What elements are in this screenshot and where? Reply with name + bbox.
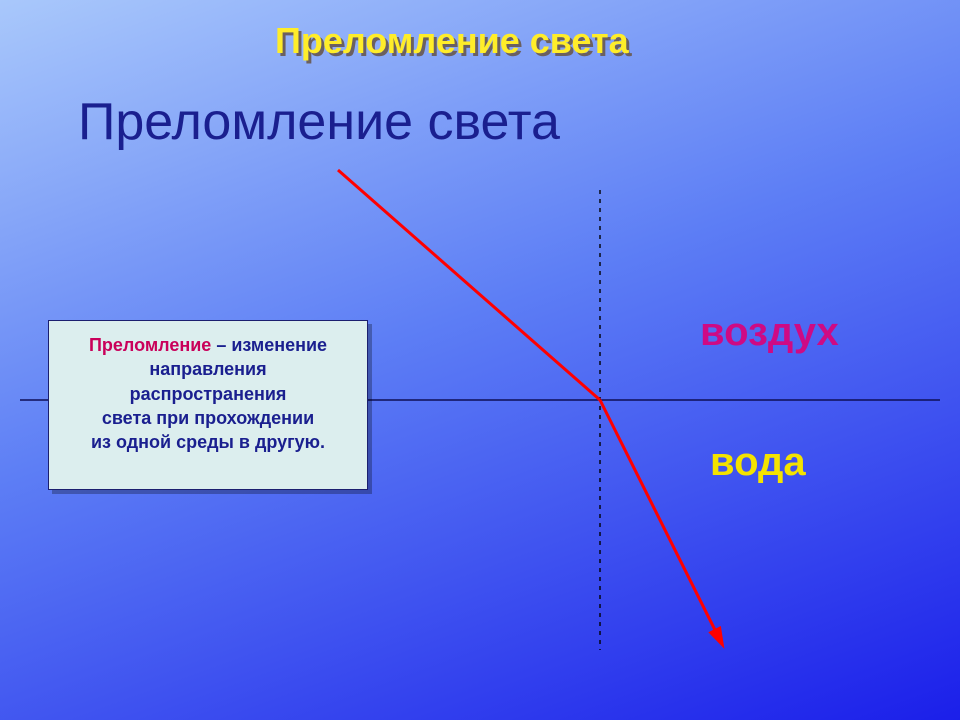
- incident-ray: [338, 170, 600, 400]
- definition-box: Преломление – изменение направления расп…: [48, 320, 368, 490]
- label-air: воздух: [700, 310, 839, 355]
- definition-line: изменение: [231, 335, 327, 355]
- definition-line: из одной среды в другую.: [91, 432, 325, 452]
- slide-title-small: Преломление света: [275, 20, 629, 62]
- definition-term: Преломление: [89, 335, 211, 355]
- slide-canvas: Преломление света Преломление света Прел…: [0, 0, 960, 720]
- definition-dash: –: [211, 335, 231, 355]
- slide-title-large: Преломление света: [78, 92, 560, 152]
- definition-line: света при прохождении: [102, 408, 314, 428]
- label-water: вода: [710, 440, 806, 485]
- refracted-ray: [600, 400, 720, 640]
- definition-line: распространения: [130, 384, 287, 404]
- definition-line: направления: [149, 359, 266, 379]
